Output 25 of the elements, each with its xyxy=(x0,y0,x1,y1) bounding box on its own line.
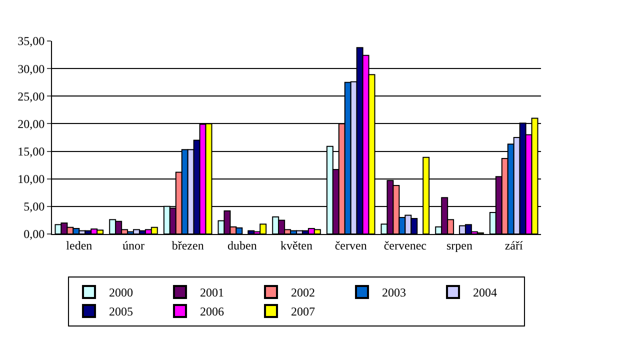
x-tick-label: červenec xyxy=(384,238,426,252)
x-tick-label: duben xyxy=(228,238,257,252)
legend-label: 2002 xyxy=(291,286,315,300)
y-tick-label: 25,00 xyxy=(18,89,45,104)
x-tick-label: červen xyxy=(334,238,367,252)
y-tick-label: 15,00 xyxy=(18,144,45,158)
x-tick-label: září xyxy=(504,238,524,252)
y-tick-label: 10,00 xyxy=(18,172,45,186)
legend-label: 2007 xyxy=(291,304,315,319)
x-tick-label: březen xyxy=(172,238,204,252)
y-tick-label: 5,00 xyxy=(24,200,45,214)
x-tick-label: únor xyxy=(122,238,144,252)
legend-label: 2001 xyxy=(200,286,224,300)
legend-label: 2003 xyxy=(382,286,406,300)
legend-label: 2000 xyxy=(109,286,133,300)
x-tick-label: srpen xyxy=(446,238,472,252)
y-tick-label: 20,00 xyxy=(18,116,45,131)
legend-label: 2006 xyxy=(200,304,224,319)
y-tick-label: 0,00 xyxy=(24,227,45,242)
legend-label: 2004 xyxy=(473,286,497,300)
legend-label: 2005 xyxy=(109,304,133,319)
x-tick-label: leden xyxy=(66,238,92,252)
y-tick-label: 35,00 xyxy=(18,34,45,48)
x-tick-label: květen xyxy=(280,238,312,252)
y-tick-label: 30,00 xyxy=(18,62,45,76)
